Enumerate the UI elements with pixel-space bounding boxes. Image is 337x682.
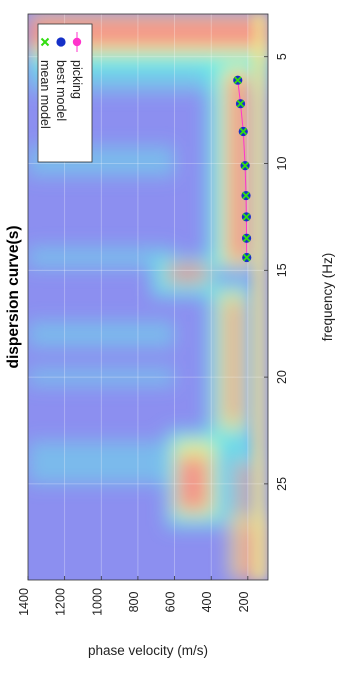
mean-model-point bbox=[241, 161, 249, 170]
plot-frame bbox=[27, 13, 269, 581]
y-tick-label: 800 bbox=[127, 592, 141, 613]
y-tick-label: 600 bbox=[164, 592, 178, 613]
x-tick-label: 5 bbox=[275, 53, 289, 60]
legend-best-model-swatch bbox=[56, 37, 66, 47]
heat-stripe bbox=[28, 321, 175, 348]
mean-model-point bbox=[242, 253, 251, 262]
y-axis-label: phase velocity (m/s) bbox=[88, 643, 208, 658]
legend-mean-model-label: mean model bbox=[38, 60, 52, 129]
heat-stripe bbox=[28, 441, 175, 484]
legend-box bbox=[37, 23, 93, 163]
mean-model-point bbox=[236, 99, 245, 108]
legend-picking-label: picking bbox=[70, 60, 84, 99]
y-tick-label: 200 bbox=[237, 592, 251, 613]
legend-best-model-label: best model bbox=[54, 60, 68, 121]
x-axis-label: frequency (Hz) bbox=[320, 253, 335, 342]
mean-model-point bbox=[239, 127, 248, 136]
mean-model-point bbox=[242, 234, 251, 243]
x-tick-label: 15 bbox=[275, 263, 289, 277]
y-axis-ticks: 200 400 600 800 1000 1200 1400 bbox=[17, 576, 251, 616]
x-tick-label: 20 bbox=[275, 370, 289, 384]
heat-edge bbox=[251, 14, 268, 580]
heat-stripe bbox=[28, 246, 175, 269]
mean-model-point bbox=[233, 76, 242, 85]
legend-mean-model-swatch bbox=[40, 37, 50, 47]
legend: picking best model mean model bbox=[37, 23, 93, 163]
heat-band bbox=[225, 302, 243, 420]
mean-model-point bbox=[242, 191, 250, 200]
y-tick-label: 1400 bbox=[17, 588, 31, 616]
heat-band bbox=[178, 458, 208, 510]
x-tick-label: 25 bbox=[275, 477, 289, 491]
data-marks bbox=[233, 75, 252, 263]
heat-band bbox=[236, 462, 254, 527]
heat-band bbox=[167, 263, 208, 284]
legend-picking-swatch bbox=[72, 32, 82, 52]
y-tick-label: 1200 bbox=[54, 588, 68, 616]
y-tick-label: 400 bbox=[200, 592, 214, 613]
heat-stripe bbox=[28, 368, 175, 386]
x-tick-label: 10 bbox=[275, 157, 289, 171]
chart-title: dispersion curve(s) bbox=[5, 226, 22, 369]
mean-model-point bbox=[242, 213, 251, 221]
x-axis-ticks: 5 10 15 20 25 bbox=[264, 53, 289, 491]
y-tick-label: 1000 bbox=[90, 588, 104, 616]
